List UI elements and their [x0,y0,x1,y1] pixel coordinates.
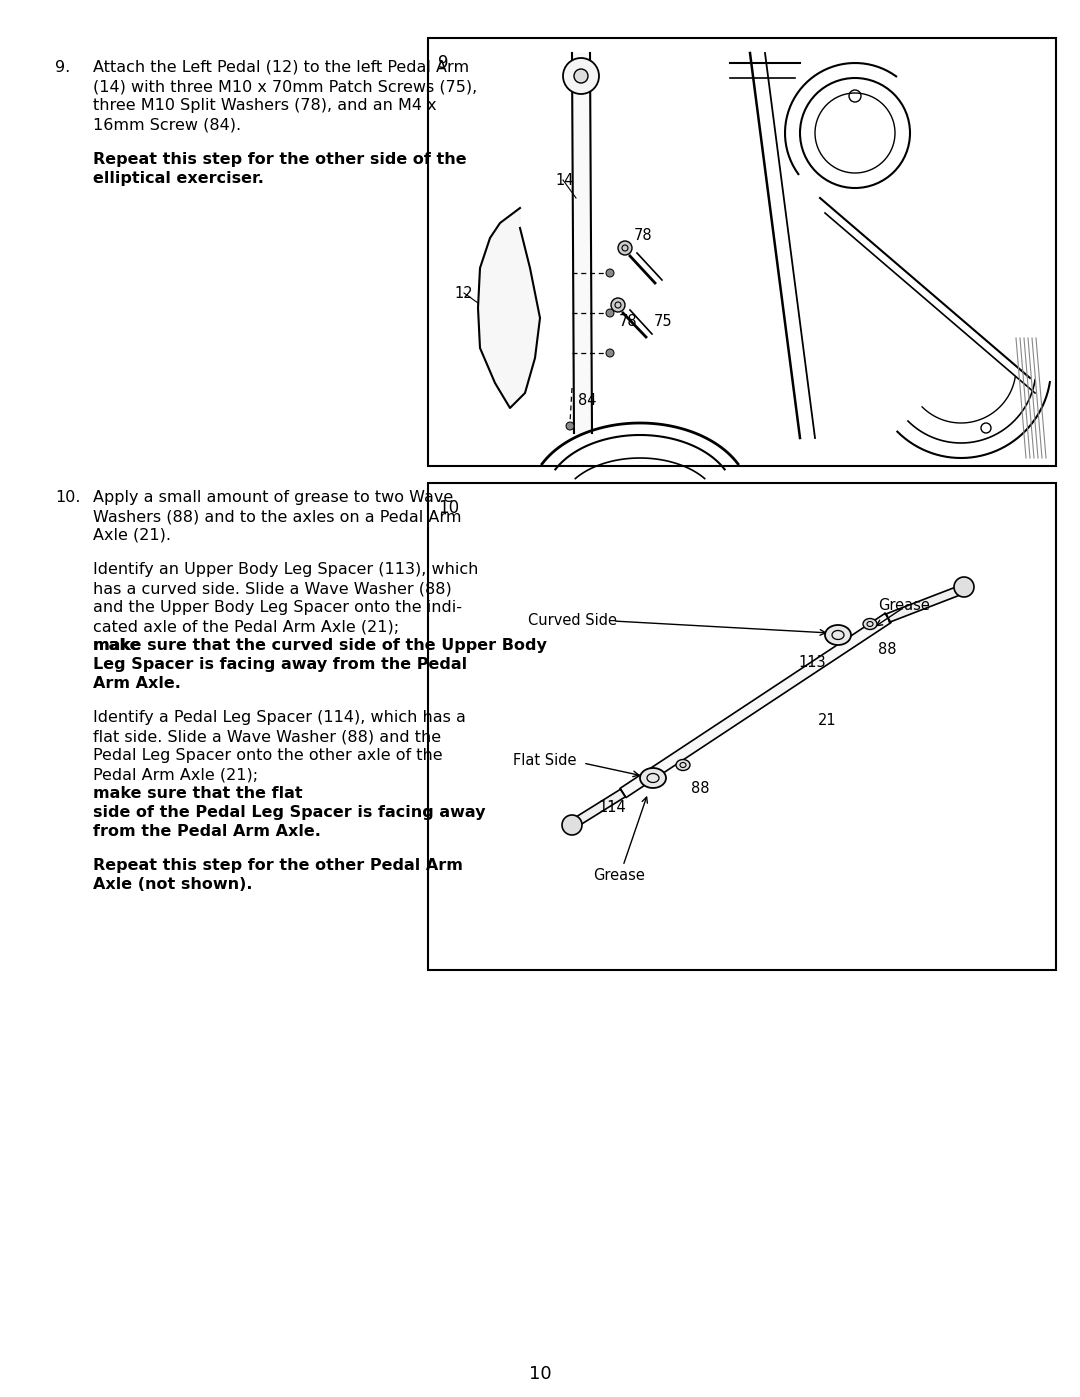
Text: Flat Side: Flat Side [513,753,577,768]
Text: 78: 78 [634,228,652,243]
Text: Repeat this step for the other Pedal Arm: Repeat this step for the other Pedal Arm [93,858,463,873]
Text: Identify an Upper Body Leg Spacer (113), which: Identify an Upper Body Leg Spacer (113),… [93,562,478,577]
Polygon shape [478,208,540,408]
Ellipse shape [825,624,851,645]
Ellipse shape [863,619,877,630]
Circle shape [606,349,615,358]
Text: 10: 10 [529,1365,551,1383]
Ellipse shape [640,768,666,788]
Text: flat side. Slide a Wave Washer (88) and the: flat side. Slide a Wave Washer (88) and … [93,729,441,745]
Text: 84: 84 [578,393,596,408]
Text: Attach the Left Pedal (12) to the left Pedal Arm: Attach the Left Pedal (12) to the left P… [93,60,469,75]
Circle shape [611,298,625,312]
Text: side of the Pedal Leg Spacer is facing away: side of the Pedal Leg Spacer is facing a… [93,805,486,820]
Text: 21: 21 [818,712,837,728]
Text: make sure that the curved side of the Upper Body: make sure that the curved side of the Up… [93,638,546,652]
Text: (14) with three M10 x 70mm Patch Screws (75),: (14) with three M10 x 70mm Patch Screws … [93,80,477,94]
Text: and the Upper Body Leg Spacer onto the indi-: and the Upper Body Leg Spacer onto the i… [93,599,462,615]
Polygon shape [620,613,891,798]
Text: cated axle of the Pedal Arm Axle (21);: cated axle of the Pedal Arm Axle (21); [93,619,400,634]
Text: Arm Axle.: Arm Axle. [93,676,180,692]
Text: Pedal Arm Axle (21);: Pedal Arm Axle (21); [93,767,258,782]
Text: 88: 88 [691,781,710,796]
Text: Axle (not shown).: Axle (not shown). [93,877,253,893]
Text: 10: 10 [438,499,459,517]
Circle shape [606,309,615,317]
Polygon shape [887,587,960,622]
Text: 10.: 10. [55,490,81,504]
Text: 114: 114 [598,800,625,814]
Circle shape [566,422,573,430]
Ellipse shape [676,760,690,771]
Text: Washers (88) and to the axles on a Pedal Arm: Washers (88) and to the axles on a Pedal… [93,509,461,524]
Text: Grease: Grease [593,868,645,883]
Text: Leg Spacer is facing away from the Pedal: Leg Spacer is facing away from the Pedal [93,657,468,672]
Circle shape [563,59,599,94]
Circle shape [618,242,632,256]
Text: Identify a Pedal Leg Spacer (114), which has a: Identify a Pedal Leg Spacer (114), which… [93,710,465,725]
Text: elliptical exerciser.: elliptical exerciser. [93,170,264,186]
Text: 75: 75 [654,314,673,330]
Text: Grease: Grease [878,598,930,613]
Text: 9: 9 [438,54,448,73]
Text: Apply a small amount of grease to two Wave: Apply a small amount of grease to two Wa… [93,490,454,504]
Circle shape [606,270,615,277]
Text: has a curved side. Slide a Wave Washer (88): has a curved side. Slide a Wave Washer (… [93,581,451,597]
Text: make: make [93,638,141,652]
Text: 16mm Screw (84).: 16mm Screw (84). [93,117,241,131]
Bar [428,38,1056,467]
Circle shape [562,814,582,835]
Text: 12: 12 [454,286,473,300]
Text: from the Pedal Arm Axle.: from the Pedal Arm Axle. [93,824,321,840]
Text: make sure that the flat: make sure that the flat [93,787,302,800]
Text: 78: 78 [619,314,637,330]
Circle shape [954,577,974,597]
Bar [428,483,1056,970]
Text: Repeat this step for the other side of the: Repeat this step for the other side of t… [93,152,467,168]
Text: three M10 Split Washers (78), and an M4 x: three M10 Split Washers (78), and an M4 … [93,98,436,113]
Text: 113: 113 [798,655,825,671]
Polygon shape [576,789,625,824]
Text: 88: 88 [878,643,896,657]
Circle shape [573,68,588,82]
Text: 14: 14 [555,173,573,189]
Text: 9.: 9. [55,60,70,75]
Text: Axle (21).: Axle (21). [93,528,171,543]
Text: Curved Side: Curved Side [528,613,617,629]
Text: Pedal Leg Spacer onto the other axle of the: Pedal Leg Spacer onto the other axle of … [93,747,443,763]
